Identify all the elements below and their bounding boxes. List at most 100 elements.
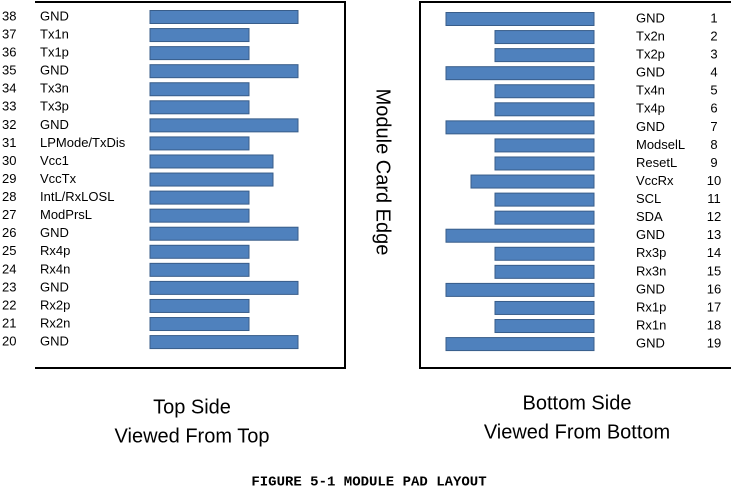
pad xyxy=(445,228,595,243)
caption: Top Side xyxy=(153,396,231,418)
pin-name: Tx3p xyxy=(40,99,69,114)
pad xyxy=(149,280,299,295)
top-frame xyxy=(35,1,346,369)
pin-number: 24 xyxy=(2,261,16,276)
pin-number: 15 xyxy=(707,263,721,278)
pin-number: 38 xyxy=(2,8,16,23)
pin-name: Rx3n xyxy=(636,263,666,278)
pin-number: 9 xyxy=(710,155,717,170)
pad xyxy=(494,102,595,117)
pin-number: 23 xyxy=(2,279,16,294)
pin-name: Rx1p xyxy=(636,299,666,314)
pin-name: GND xyxy=(636,119,665,134)
pin-name: Rx4n xyxy=(40,261,70,276)
pin-number: 18 xyxy=(707,317,721,332)
pin-name: Vcc1 xyxy=(40,153,69,168)
pin-number: 27 xyxy=(2,207,16,222)
caption: Bottom Side xyxy=(523,392,632,414)
pin-name: Rx3p xyxy=(636,245,666,260)
caption: Viewed From Bottom xyxy=(484,421,670,443)
pin-number: 14 xyxy=(707,245,721,260)
pin-number: 22 xyxy=(2,297,16,312)
figure-caption: FIGURE 5-1 MODULE PAD LAYOUT xyxy=(251,475,486,490)
pad xyxy=(494,30,595,45)
pad xyxy=(494,48,595,63)
pad xyxy=(149,172,274,187)
pad xyxy=(149,335,299,350)
pad xyxy=(445,337,595,352)
pad xyxy=(494,156,595,171)
pad xyxy=(494,246,595,261)
pin-number: 21 xyxy=(2,315,16,330)
pin-name: Tx3n xyxy=(40,81,69,96)
pin-name: Rx2n xyxy=(40,315,70,330)
pin-number: 33 xyxy=(2,99,16,114)
pin-name: GND xyxy=(636,10,665,25)
pin-number: 7 xyxy=(710,119,717,134)
pad xyxy=(149,46,250,61)
pin-name: LPMode/TxDis xyxy=(40,135,126,150)
pin-name: GND xyxy=(40,117,69,132)
pin-number: 3 xyxy=(710,47,717,62)
pin-name: Tx1p xyxy=(40,45,69,60)
pad xyxy=(494,300,595,315)
pad xyxy=(445,12,595,26)
pin-number: 25 xyxy=(2,243,16,258)
pin-name: Tx4n xyxy=(636,83,665,98)
pin-name: GND xyxy=(40,334,69,349)
pin-name: GND xyxy=(636,65,665,80)
pin-number: 28 xyxy=(2,189,16,204)
pad xyxy=(149,28,250,43)
pin-name: GND xyxy=(636,336,665,351)
pad xyxy=(494,84,595,99)
pad xyxy=(149,244,250,259)
pin-name: GND xyxy=(40,63,69,78)
edge-label: Module Card Edge xyxy=(372,89,394,256)
pin-number: 30 xyxy=(2,153,16,168)
pad xyxy=(494,319,595,334)
pin-name: ResetL xyxy=(636,155,677,170)
pin-number: 32 xyxy=(2,117,16,132)
pad xyxy=(149,136,250,151)
pin-name: ModPrsL xyxy=(40,207,92,222)
pin-number: 26 xyxy=(2,225,16,240)
pad xyxy=(149,317,250,332)
pin-number: 12 xyxy=(707,209,721,224)
pin-name: Rx1n xyxy=(636,317,666,332)
pin-number: 4 xyxy=(710,65,717,80)
pad xyxy=(149,82,250,97)
pin-number: 16 xyxy=(707,281,721,296)
pin-name: GND xyxy=(40,279,69,294)
pad xyxy=(149,298,250,313)
pin-number: 2 xyxy=(710,28,717,43)
pad xyxy=(149,208,250,223)
pin-name: ModselL xyxy=(636,137,685,152)
pin-name: GND xyxy=(636,227,665,242)
pin-number: 36 xyxy=(2,45,16,60)
pin-name: SDA xyxy=(636,209,663,224)
pin-name: GND xyxy=(40,225,69,240)
pad xyxy=(149,10,299,24)
pad xyxy=(149,190,250,205)
pad xyxy=(149,118,299,133)
pin-number: 11 xyxy=(707,191,721,206)
pin-number: 20 xyxy=(2,334,16,349)
pin-number: 10 xyxy=(707,173,721,188)
pin-name: GND xyxy=(636,281,665,296)
pin-name: SCL xyxy=(636,191,661,206)
pin-number: 6 xyxy=(710,101,717,116)
pad xyxy=(445,282,595,297)
pin-number: 35 xyxy=(2,63,16,78)
pin-name: Rx4p xyxy=(40,243,70,258)
pad xyxy=(149,100,250,115)
pin-name: VccRx xyxy=(636,173,674,188)
pin-name: Tx4p xyxy=(636,101,665,116)
pad xyxy=(445,120,595,135)
pin-number: 34 xyxy=(2,81,16,96)
bottom-frame xyxy=(419,1,731,369)
pin-name: Tx1n xyxy=(40,26,69,41)
pin-number: 31 xyxy=(2,135,16,150)
pin-number: 8 xyxy=(710,137,717,152)
pad xyxy=(470,174,595,189)
